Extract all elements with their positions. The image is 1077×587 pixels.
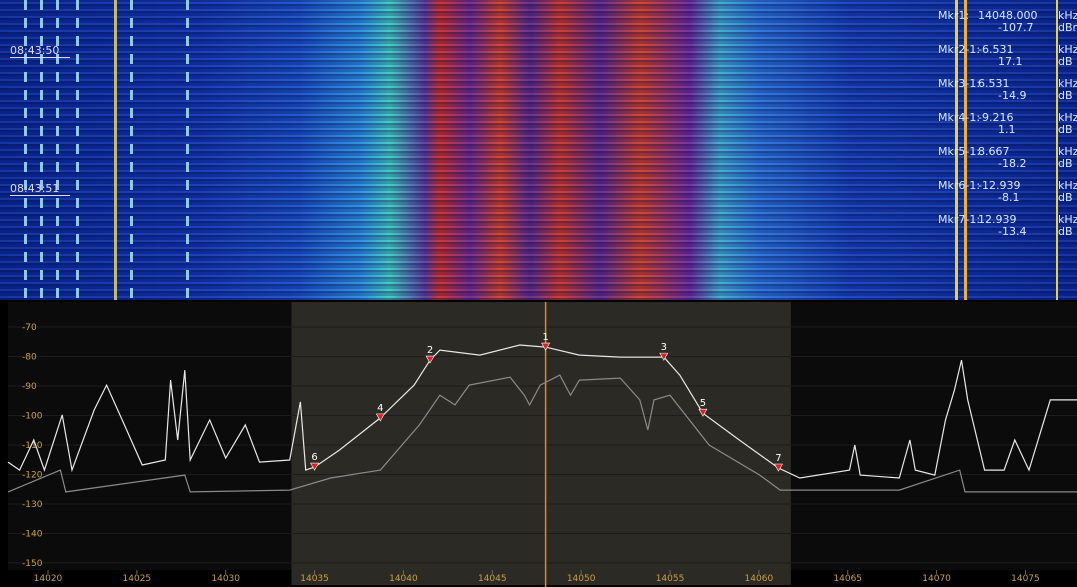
- page: 08:43:50 08:43:51 Mkr1:14048.000kHz-107.…: [0, 0, 1077, 587]
- readout-name: Mkr6-1:: [938, 180, 980, 192]
- x-tick-label: 14050: [567, 574, 596, 584]
- readout-level-unit: dBm: [1058, 22, 1077, 34]
- readout-name: Mkr4-1:: [938, 112, 980, 124]
- timestamp: 08:43:50: [10, 44, 70, 58]
- marker-label: 2: [427, 345, 433, 356]
- readout-level-unit: dB: [1058, 192, 1073, 204]
- readout-level-unit: dB: [1058, 158, 1073, 170]
- readout-level: 17.1: [998, 56, 1023, 68]
- x-tick-label: 14025: [123, 574, 152, 584]
- marker-label: 3: [661, 342, 667, 353]
- x-tick-label: 14035: [300, 574, 329, 584]
- readout-level: -107.7: [998, 22, 1033, 34]
- readout-name: Mkr2-1:: [938, 44, 980, 56]
- y-tick-label: -130: [22, 500, 43, 510]
- y-tick-label: -80: [22, 353, 37, 363]
- marker-label: 4: [377, 403, 383, 414]
- signal-trace: [114, 0, 117, 300]
- y-tick-label: -140: [22, 529, 43, 539]
- marker-label: 7: [775, 453, 781, 464]
- marker-readouts: Mkr1:14048.000kHz-107.7dBmMkr2-1:-6.531k…: [938, 10, 1077, 248]
- marker-label: 5: [700, 398, 706, 409]
- readout-level: 1.1: [998, 124, 1016, 136]
- passband: [291, 302, 790, 585]
- signal-trace: [130, 0, 133, 300]
- x-tick-label: 14040: [389, 574, 418, 584]
- y-tick-label: -100: [22, 412, 43, 422]
- marker-label: 6: [311, 452, 317, 463]
- readout-level: -13.4: [998, 226, 1026, 238]
- readout-name: Mkr7-1:: [938, 214, 980, 226]
- readout-name: Mkr5-1:: [938, 146, 980, 158]
- x-tick-label: 14060: [745, 574, 774, 584]
- readout-level-unit: dB: [1058, 90, 1073, 102]
- marker-label: 1: [542, 332, 548, 343]
- readout-level-unit: dB: [1058, 226, 1073, 238]
- x-tick-label: 14065: [833, 574, 862, 584]
- x-tick-label: 14070: [922, 574, 951, 584]
- signal-trace: [186, 0, 189, 300]
- x-tick-label: 14030: [211, 574, 240, 584]
- readout-level: -8.1: [998, 192, 1019, 204]
- x-tick-label: 14045: [478, 574, 507, 584]
- timestamp: 08:43:51: [10, 182, 70, 196]
- readout-level: -14.9: [998, 90, 1026, 102]
- readout-level: -18.2: [998, 158, 1026, 170]
- signal-trace: [76, 0, 79, 300]
- x-tick-label: 14075: [1011, 574, 1040, 584]
- readout-name: Mkr3-1:: [938, 78, 980, 90]
- y-tick-label: -90: [22, 382, 37, 392]
- readout-name: Mkr1:: [938, 10, 969, 22]
- readout-level-unit: dB: [1058, 56, 1073, 68]
- y-tick-label: -70: [22, 323, 37, 333]
- readout-level-unit: dB: [1058, 124, 1073, 136]
- x-tick-label: 14055: [656, 574, 685, 584]
- x-tick-label: 14020: [34, 574, 63, 584]
- y-tick-label: -150: [22, 559, 43, 569]
